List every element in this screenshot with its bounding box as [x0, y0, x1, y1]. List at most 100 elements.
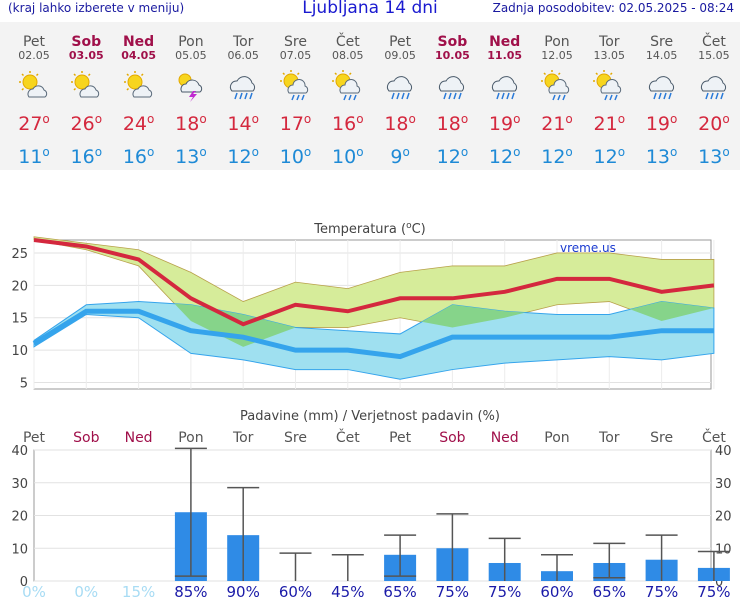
temperature-y-tick: 25 [11, 247, 28, 262]
max-temp-value: 16 [332, 113, 357, 135]
day-name: Sob [71, 34, 102, 50]
day-column: Čet 08.05 16o 10o [322, 22, 374, 168]
min-temp-value: 9 [390, 146, 403, 168]
day-column: Pon 12.05 21o 12o [531, 22, 583, 168]
precip-day-label: Čet [336, 428, 360, 446]
precip-y-tick-right: 40 [715, 444, 732, 459]
min-temperature: 9o [374, 141, 426, 168]
degree-sign: o [722, 145, 730, 159]
day-name: Ned [122, 34, 155, 50]
min-temperature: 13o [165, 141, 217, 168]
min-temp-value: 12 [227, 146, 252, 168]
sun-cloud-icon [71, 71, 100, 98]
precip-probability: 85% [174, 583, 207, 600]
degree-sign: o [42, 145, 50, 159]
precip-day-label: Tor [232, 430, 254, 446]
precip-y-tick-left: 0 [20, 575, 28, 590]
temperature-y-tick: 15 [11, 312, 28, 327]
max-temperature-line [33, 238, 715, 327]
precip-day-label: Sre [284, 430, 307, 446]
degree-sign: o [513, 145, 521, 159]
day-column: Tor 13.05 21o 12o [583, 22, 635, 168]
degree-sign: o [670, 145, 678, 159]
sun-rain-icon [279, 70, 308, 101]
day-date: 07.05 [279, 49, 312, 62]
min-temp-value: 12 [436, 146, 461, 168]
min-temp-value: 13 [645, 146, 671, 168]
degree-sign: o [147, 112, 155, 126]
day-column: Tor 06.05 14o 12o [217, 22, 269, 169]
day-date: 12.05 [541, 49, 573, 62]
watermark: vreme.us [560, 241, 616, 255]
min-temperature: 12o [426, 141, 478, 168]
degree-sign: o [251, 112, 259, 126]
sun-rain-icon [593, 70, 622, 101]
precip-y-tick-right: 20 [715, 510, 732, 525]
max-temperature: 16o [322, 108, 374, 135]
rain-cloud-icon [387, 76, 413, 100]
max-temperature: 24o [113, 108, 165, 135]
max-temperature: 19o [636, 108, 688, 135]
precip-y-tick-left: 40 [11, 444, 28, 459]
max-temp-value: 14 [227, 113, 252, 135]
min-temp-value: 10 [332, 146, 357, 168]
day-date: 09.05 [384, 49, 416, 62]
temperature-y-tick: 5 [20, 377, 28, 392]
day-column: Sob 10.05 18o 12o [426, 22, 478, 169]
min-temperature: 16o [113, 141, 165, 168]
degree-sign: o [460, 112, 469, 126]
max-temp-value: 27 [18, 113, 43, 135]
min-temperature: 10o [270, 141, 322, 168]
day-date: 14.05 [645, 49, 678, 62]
precip-day-label: Pet [389, 430, 412, 446]
min-temperature: 11o [8, 141, 60, 168]
daily-forecast-strip: Pet 02.05 27o 11o Sob 03.05 26o 16o Ned 04.05 24o 1… [0, 22, 740, 170]
day-name: Pon [178, 34, 204, 50]
max-temperature: 27o [8, 108, 60, 135]
precipitation-chart-title: Padavine (mm) / Verjetnost padavin (%) [240, 409, 500, 424]
day-date: 08.05 [332, 49, 364, 62]
max-temperature: 17o [270, 108, 322, 135]
degree-sign: o [722, 112, 730, 126]
day-name: Sob [437, 34, 468, 50]
degree-sign: o [94, 145, 103, 159]
max-temperature: 21o [531, 108, 583, 135]
degree-sign: o [670, 112, 678, 126]
temperature-band-overlap [34, 301, 714, 347]
day-column: Sre 07.05 17o 10o [270, 22, 322, 168]
max-temp-value: 24 [122, 113, 148, 135]
sun-cloud-icon [123, 71, 152, 98]
sun-rain-icon [331, 70, 360, 101]
min-temp-value: 11 [18, 146, 43, 168]
location-menu-hint[interactable]: (kraj lahko izberete v meniju) [8, 1, 185, 15]
day-date: 04.05 [121, 49, 156, 62]
precip-day-label: Pet [23, 430, 46, 446]
degree-sign: o [303, 112, 312, 126]
max-temp-value: 18 [175, 113, 200, 135]
precip-day-label: Sob [439, 430, 465, 446]
max-temp-value: 18 [436, 113, 461, 135]
min-temp-value: 13 [698, 146, 723, 168]
min-temp-value: 12 [541, 146, 566, 168]
precip-probability: 0% [74, 583, 98, 600]
min-temp-value: 10 [279, 146, 304, 168]
rain-cloud-icon [648, 76, 674, 100]
precip-day-label: Pon [178, 430, 203, 446]
degree-sign: o [617, 112, 626, 126]
min-temperature-line [32, 308, 714, 360]
min-temperature: 13o [688, 141, 740, 168]
day-name: Čet [701, 34, 726, 50]
precip-y-tick-right: 10 [715, 542, 732, 557]
day-name: Sre [650, 34, 674, 50]
precip-day-label: Ned [491, 430, 519, 446]
min-temperature: 10o [322, 141, 374, 168]
min-temp-value: 12 [593, 146, 618, 168]
precip-probability: 90% [227, 583, 260, 600]
precip-probability: 75% [488, 583, 521, 600]
sun-rain-icon [541, 70, 570, 101]
day-name: Sre [284, 34, 307, 50]
max-temperature: 20o [688, 108, 740, 135]
max-temperature: 18o [426, 108, 478, 135]
degree-sign: o [356, 145, 364, 159]
degree-sign: o [356, 112, 364, 126]
